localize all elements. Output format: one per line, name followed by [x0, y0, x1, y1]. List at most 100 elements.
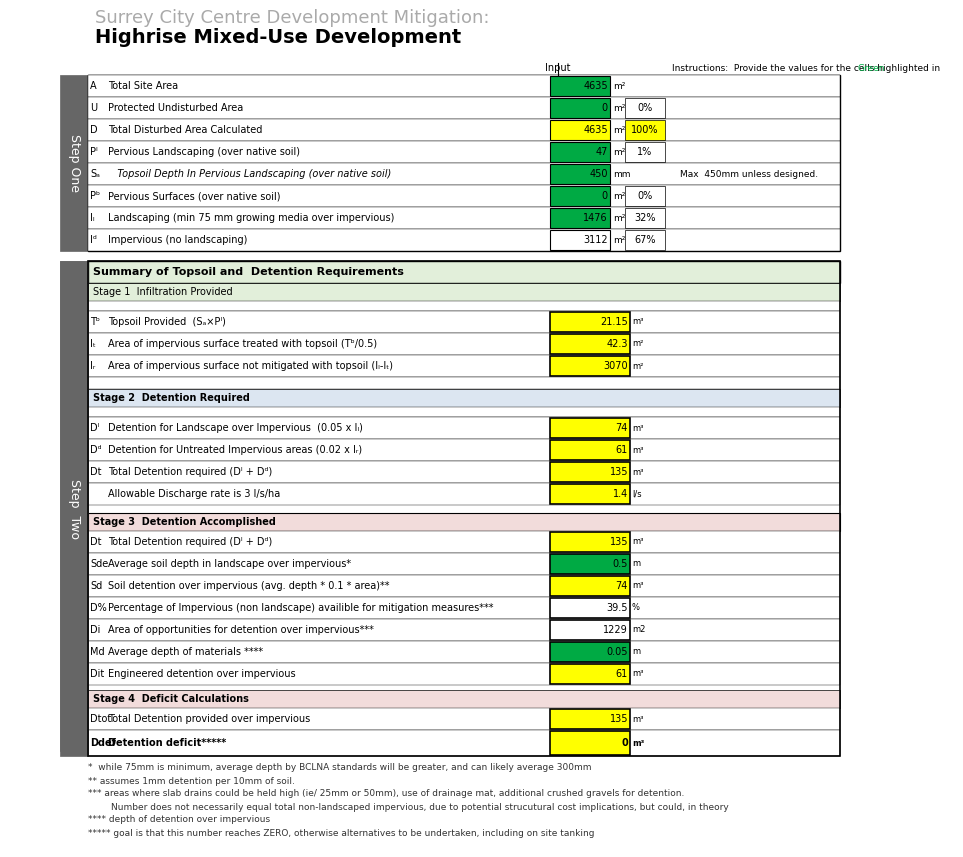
- Bar: [88, 119, 840, 141]
- Text: Topsoil Depth In Pervious Landscaping (over native soil): Topsoil Depth In Pervious Landscaping (o…: [108, 169, 391, 179]
- Bar: [550, 576, 630, 596]
- Text: Average depth of materials ****: Average depth of materials ****: [108, 647, 263, 657]
- Text: 74: 74: [615, 581, 628, 591]
- Bar: [550, 418, 630, 438]
- Text: 67%: 67%: [635, 235, 656, 245]
- Bar: [88, 619, 840, 641]
- Text: m²: m²: [613, 125, 625, 135]
- Text: Dit: Dit: [90, 669, 104, 679]
- Bar: [60, 261, 88, 751]
- Bar: [550, 709, 630, 729]
- Text: Engineered detention over impervious: Engineered detention over impervious: [108, 669, 296, 679]
- Text: 42.3: 42.3: [607, 339, 628, 349]
- Text: A: A: [90, 81, 96, 91]
- Text: m²: m²: [613, 104, 625, 112]
- Text: 47: 47: [596, 147, 608, 157]
- Bar: [88, 207, 840, 229]
- Text: 135: 135: [610, 537, 628, 547]
- Bar: [88, 407, 840, 417]
- Bar: [625, 142, 665, 162]
- Bar: [88, 417, 840, 439]
- Bar: [550, 620, 630, 640]
- Text: 4635: 4635: [584, 125, 608, 135]
- Text: Surrey City Centre Development Mitigation:: Surrey City Centre Development Mitigatio…: [95, 9, 489, 27]
- Bar: [88, 261, 840, 283]
- Text: ** assumes 1mm detention per 10mm of soil.: ** assumes 1mm detention per 10mm of soi…: [88, 776, 295, 786]
- Text: Pervious Landscaping (over native soil): Pervious Landscaping (over native soil): [108, 147, 300, 157]
- Bar: [550, 230, 610, 250]
- Text: Iₜ: Iₜ: [90, 339, 96, 349]
- Bar: [88, 355, 840, 377]
- Bar: [88, 261, 840, 756]
- Bar: [88, 229, 840, 251]
- Bar: [88, 690, 840, 708]
- Text: m²: m²: [613, 81, 625, 91]
- Bar: [88, 311, 840, 333]
- Text: 21.15: 21.15: [600, 317, 628, 327]
- Bar: [625, 98, 665, 118]
- Bar: [550, 120, 610, 140]
- Bar: [88, 389, 840, 407]
- Bar: [88, 575, 840, 597]
- Bar: [88, 301, 840, 311]
- Bar: [88, 483, 840, 505]
- Text: Iₗ: Iₗ: [90, 213, 94, 223]
- Bar: [550, 76, 610, 96]
- Text: Ddef: Ddef: [90, 738, 116, 748]
- Text: Step One: Step One: [67, 134, 81, 192]
- Text: m³: m³: [632, 317, 643, 327]
- Text: 0%: 0%: [638, 103, 653, 113]
- Text: Green: Green: [857, 63, 884, 73]
- Text: 3070: 3070: [604, 361, 628, 371]
- Bar: [550, 164, 610, 184]
- Bar: [550, 440, 630, 460]
- Bar: [88, 75, 840, 251]
- Text: Input: Input: [545, 63, 571, 73]
- Text: Area of impervious surface not mitigated with topsoil (Iₗ-Iₜ): Area of impervious surface not mitigated…: [108, 361, 393, 371]
- Text: Iᵣ: Iᵣ: [90, 361, 95, 371]
- Text: Number does not necessarily equal total non-landscaped impervious, due to potent: Number does not necessarily equal total …: [88, 802, 729, 812]
- Text: m²: m²: [613, 213, 625, 223]
- Text: Topsoil Provided  (Sₐ×Pᴵ): Topsoil Provided (Sₐ×Pᴵ): [108, 317, 226, 327]
- Text: 32%: 32%: [635, 213, 656, 223]
- Text: 3112: 3112: [584, 235, 608, 245]
- Bar: [625, 186, 665, 206]
- Text: 4635: 4635: [584, 81, 608, 91]
- Bar: [550, 356, 630, 376]
- Text: 450: 450: [589, 169, 608, 179]
- Text: Instructions:  Provide the values for the cells highlighted in: Instructions: Provide the values for the…: [672, 63, 940, 73]
- Text: Allowable Discharge rate is 3 l/s/ha: Allowable Discharge rate is 3 l/s/ha: [108, 489, 280, 499]
- Bar: [88, 663, 840, 685]
- Bar: [625, 208, 665, 228]
- Text: 0.5: 0.5: [612, 559, 628, 569]
- Text: Total Detention required (Dᴵ + Dᵈ): Total Detention required (Dᴵ + Dᵈ): [108, 467, 273, 477]
- Bar: [550, 484, 630, 504]
- Text: m³: m³: [632, 582, 643, 590]
- Text: m³: m³: [632, 468, 643, 476]
- Text: Step  Two: Step Two: [67, 478, 81, 538]
- Text: 1.4: 1.4: [612, 489, 628, 499]
- Text: Soil detention over impervious (avg. depth * 0.1 * area)**: Soil detention over impervious (avg. dep…: [108, 581, 389, 591]
- Bar: [550, 186, 610, 206]
- Bar: [88, 461, 840, 483]
- Text: Stage 1  Infiltration Provided: Stage 1 Infiltration Provided: [93, 287, 233, 297]
- Text: 135: 135: [610, 714, 628, 724]
- Text: *  while 75mm is minimum, average depth by BCLNA standards will be greater, and : * while 75mm is minimum, average depth b…: [88, 764, 591, 772]
- Bar: [88, 439, 840, 461]
- Text: 1229: 1229: [603, 625, 628, 635]
- Text: *** areas where slab drains could be held high (ie/ 25mm or 50mm), use of draina: *** areas where slab drains could be hel…: [88, 789, 685, 799]
- Text: Iᵈ: Iᵈ: [90, 235, 97, 245]
- Text: 0%: 0%: [638, 191, 653, 201]
- Text: Total Site Area: Total Site Area: [108, 81, 178, 91]
- Text: Max  450mm unless designed.: Max 450mm unless designed.: [680, 170, 819, 178]
- Bar: [88, 97, 840, 119]
- Text: Detention for Untreated Impervious areas (0.02 x Iᵣ): Detention for Untreated Impervious areas…: [108, 445, 362, 455]
- Text: m³: m³: [632, 715, 643, 723]
- Bar: [550, 731, 630, 755]
- Bar: [88, 708, 840, 730]
- Text: Area of impervious surface treated with topsoil (Tᵇ/0.5): Area of impervious surface treated with …: [108, 339, 377, 349]
- Text: 100%: 100%: [632, 125, 659, 135]
- Bar: [550, 598, 630, 618]
- Text: Sd: Sd: [90, 581, 102, 591]
- Text: Dᴵ: Dᴵ: [90, 423, 99, 433]
